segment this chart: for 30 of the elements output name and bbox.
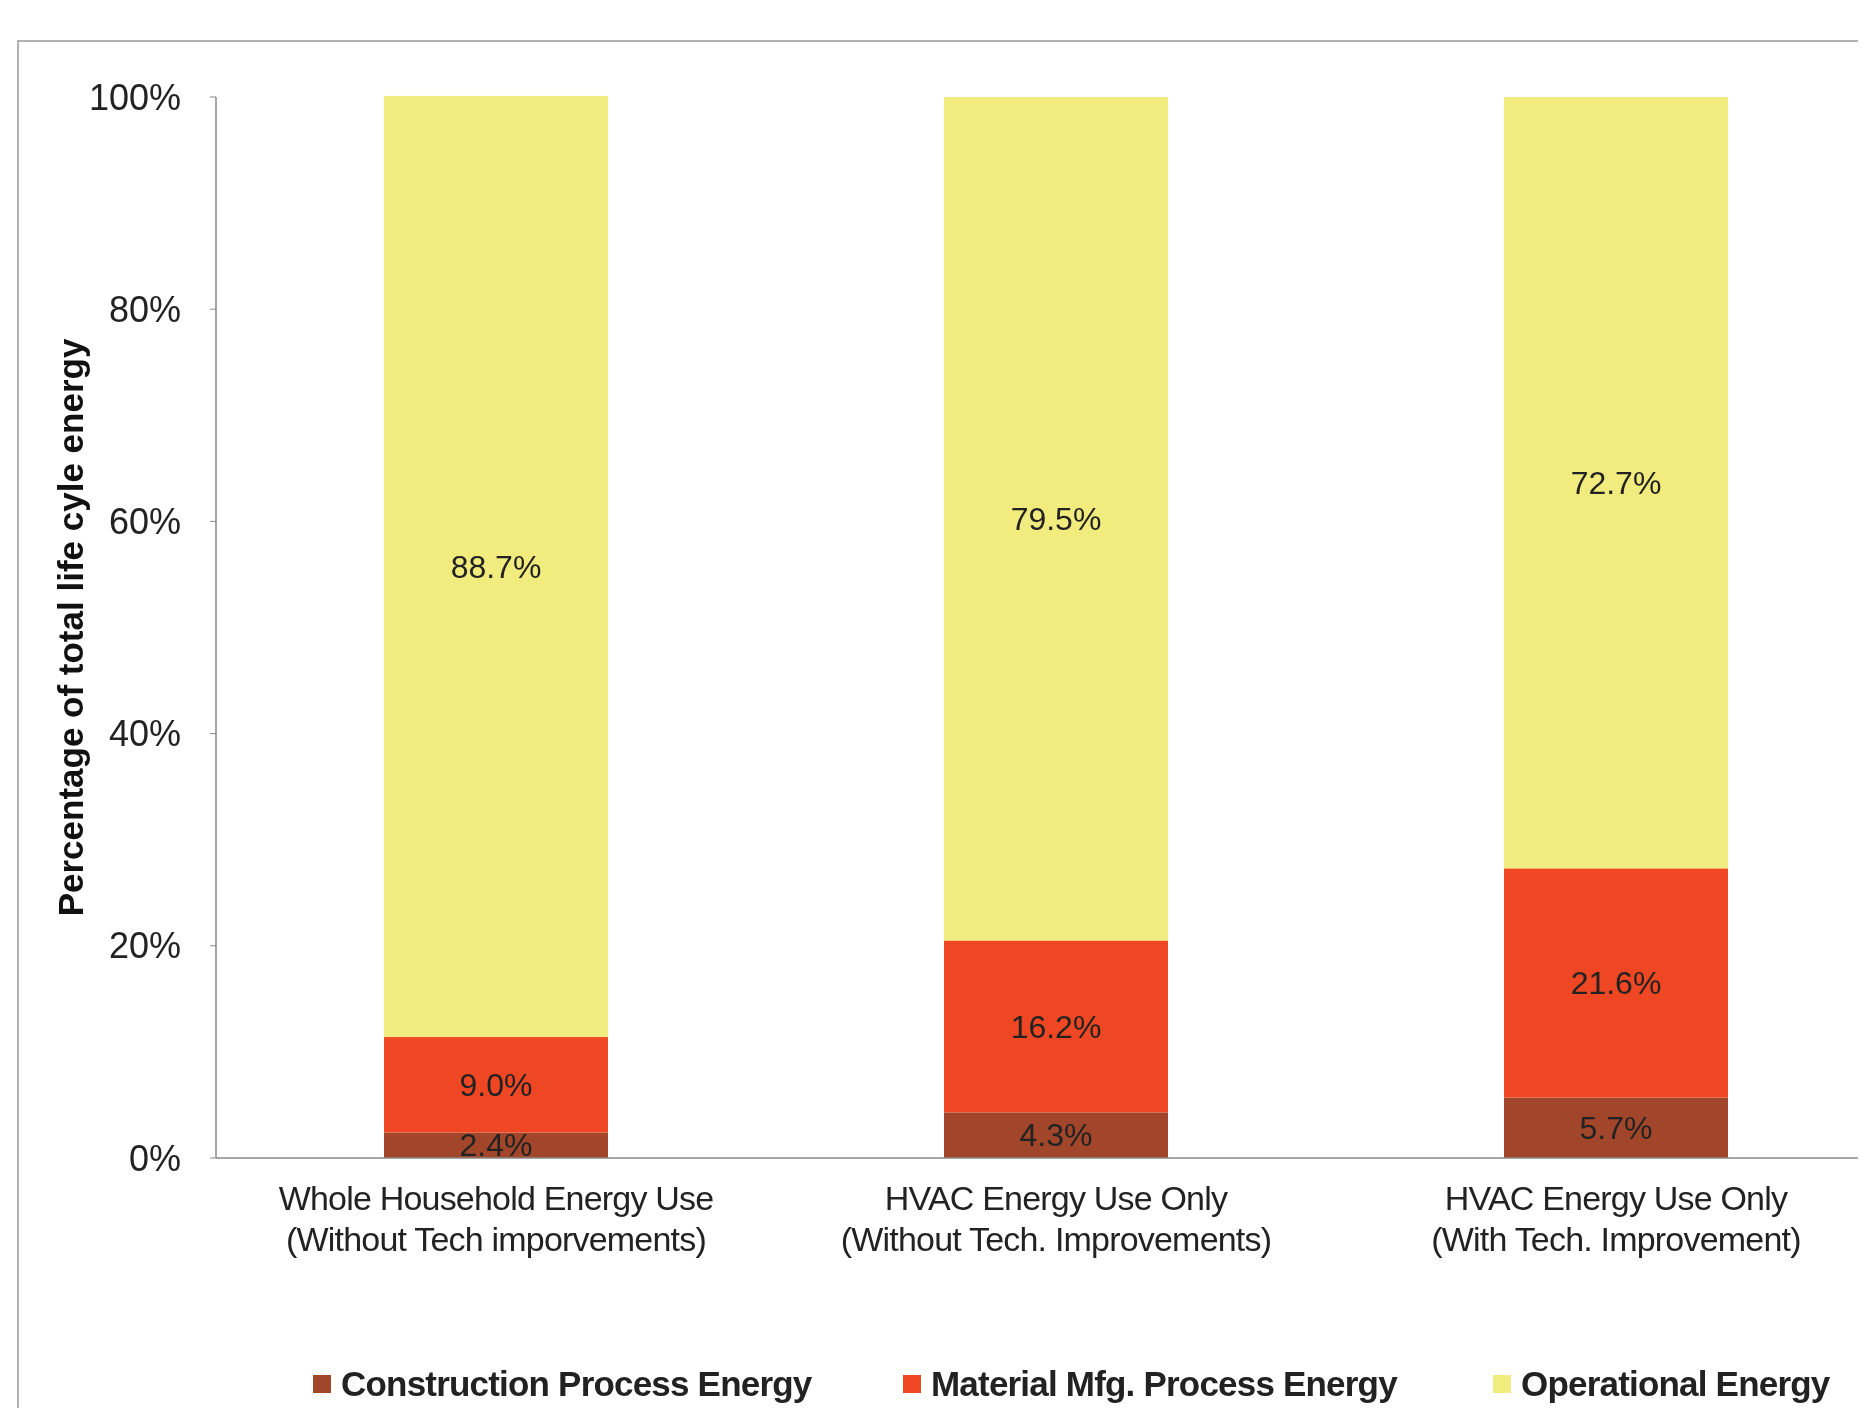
x-tick-label: Whole Household Energy Use (Without Tech imporvements) (278, 1179, 714, 1258)
data-label: 16.2% (1010, 1008, 1102, 1045)
data-label: 88.7% (450, 548, 542, 585)
data-label: 4.3% (1019, 1117, 1093, 1154)
bar (1504, 97, 1728, 869)
data-label: 9.0% (459, 1066, 533, 1103)
data-label: 2.4% (459, 1127, 533, 1164)
bar (1504, 1097, 1728, 1158)
bar (944, 1112, 1168, 1158)
legend-label: Material Mfg. Process Energy (931, 1364, 1399, 1404)
y-tick-label: 80% (108, 288, 181, 330)
y-tick-label: 20% (108, 925, 181, 967)
y-tick-label: 40% (108, 713, 181, 755)
data-label: 21.6% (1570, 965, 1662, 1002)
bar (944, 97, 1168, 941)
bar (1504, 868, 1728, 1098)
x-tick-label: HVAC Energy Use Only (With Tech. Improvement) (1431, 1179, 1801, 1258)
legend-label: Construction Process Energy (341, 1364, 813, 1404)
y-tick-label: 60% (108, 501, 181, 542)
bar (384, 1037, 608, 1133)
y-tick-label: 0% (128, 1137, 181, 1179)
data-label: 79.5% (1010, 500, 1102, 537)
x-tick-label: HVAC Energy Use Only (Without Tech. Improvements) (840, 1179, 1272, 1258)
bar (944, 940, 1168, 1113)
y-tick-label: 100% (88, 76, 181, 118)
data-label: 72.7% (1570, 464, 1662, 501)
data-label: 5.7% (1579, 1109, 1653, 1146)
y-axis-title: Percentage of total life cyle energy (51, 338, 90, 917)
legend-label: Operational Energy (1521, 1364, 1831, 1404)
bar (384, 95, 608, 1038)
